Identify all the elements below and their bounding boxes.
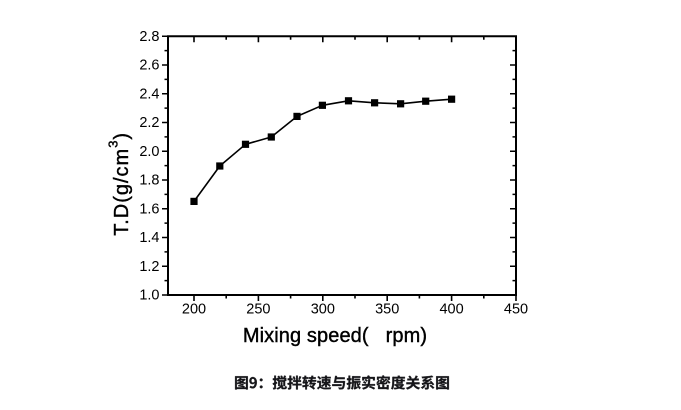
svg-text:2.0: 2.0	[139, 144, 159, 160]
svg-text:1.2: 1.2	[139, 259, 159, 275]
svg-text:350: 350	[375, 302, 399, 318]
svg-text:400: 400	[439, 302, 463, 318]
svg-text:2.6: 2.6	[139, 58, 159, 74]
svg-text:250: 250	[246, 302, 270, 318]
svg-text:300: 300	[311, 302, 335, 318]
svg-text:1.0: 1.0	[139, 288, 159, 304]
svg-text:1.4: 1.4	[139, 230, 159, 246]
svg-text:1.8: 1.8	[139, 173, 159, 189]
svg-text:200: 200	[182, 302, 206, 318]
svg-text:1.6: 1.6	[139, 201, 159, 217]
svg-text:450: 450	[504, 302, 528, 318]
svg-text:2.8: 2.8	[139, 29, 159, 45]
svg-text:Mixing speed( rpm): Mixing speed( rpm)	[243, 325, 427, 347]
svg-text:2.4: 2.4	[139, 87, 159, 103]
svg-text:T.D(g/cm3): T.D(g/cm3)	[106, 132, 134, 236]
svg-text:2.2: 2.2	[139, 115, 159, 131]
